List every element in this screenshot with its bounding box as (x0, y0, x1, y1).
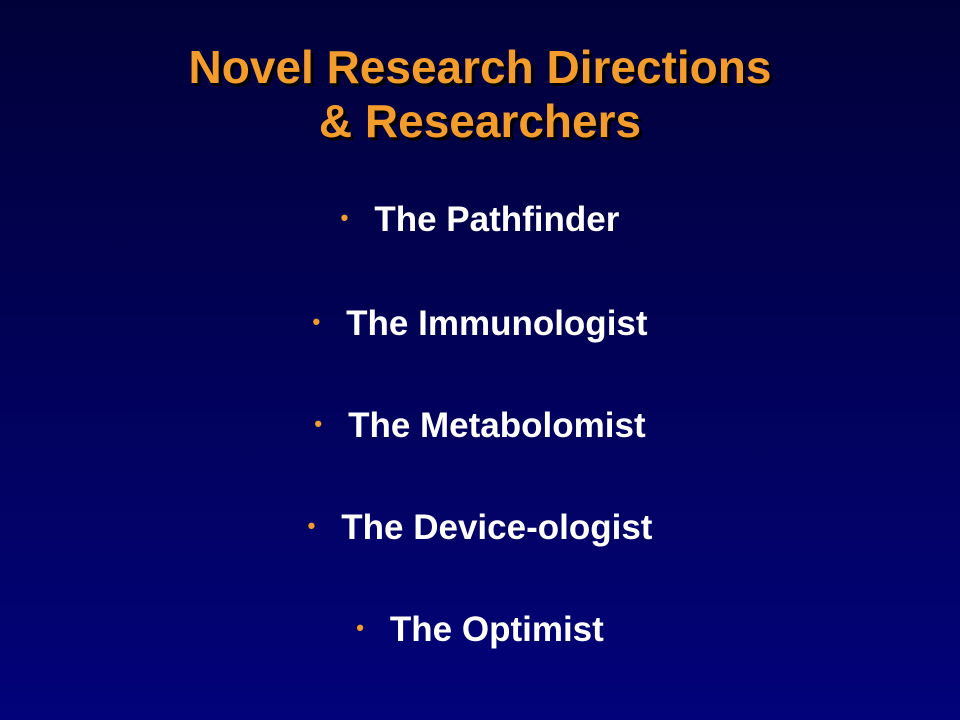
bullet-icon: • (356, 615, 364, 640)
bullet-icon: • (340, 205, 349, 230)
bullet-item-immunologist: • The Immunologist (0, 302, 960, 344)
bullet-item-device-ologist: • The Device-ologist (0, 506, 960, 548)
bullet-label: The Metabolomist (348, 406, 646, 445)
slide-title: Novel Research Directions & Researchers (0, 40, 960, 148)
bullet-item-metabolomist: • The Metabolomist (0, 404, 960, 446)
bullet-item-optimist: • The Optimist (0, 608, 960, 650)
bullet-label: The Pathfinder (374, 200, 620, 239)
bullet-icon: • (307, 513, 316, 538)
bullet-icon: • (312, 309, 321, 334)
title-line-2: & Researchers (318, 95, 642, 147)
bullet-label: The Optimist (389, 610, 604, 649)
bullet-item-pathfinder: • The Pathfinder (0, 198, 960, 240)
bullet-label: The Immunologist (346, 304, 648, 343)
bullet-icon: • (314, 411, 323, 436)
title-line-1: Novel Research Directions (188, 41, 772, 93)
bullet-label: The Device-ologist (341, 508, 653, 547)
